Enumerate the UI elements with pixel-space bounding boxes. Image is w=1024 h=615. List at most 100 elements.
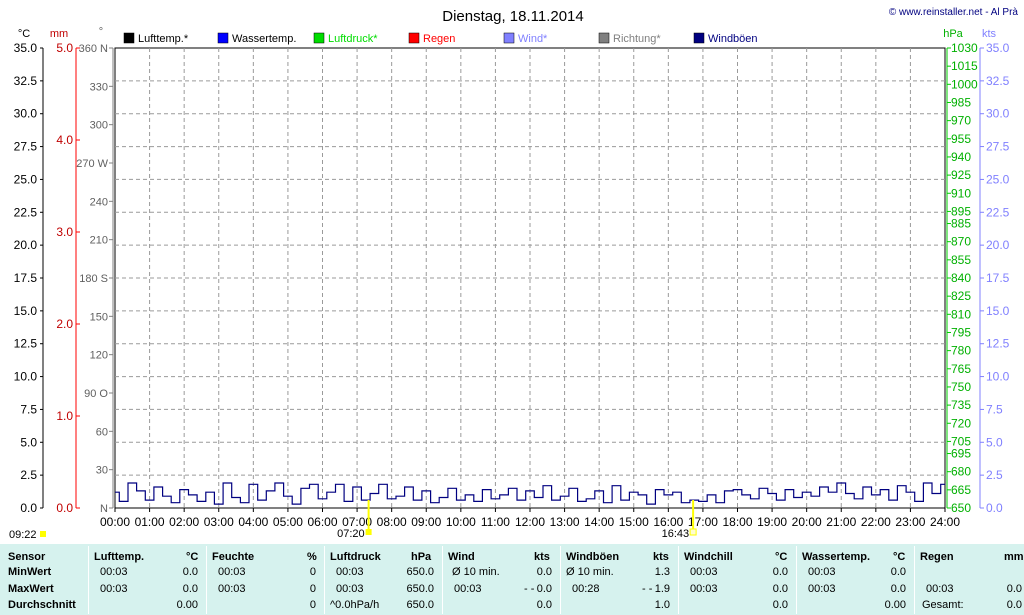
wind-max-dir: - - xyxy=(524,583,535,595)
windchill-avg: 0.0 xyxy=(772,599,788,611)
temp-tick-label: 20.0 xyxy=(14,238,38,252)
feuchte-max: 0 xyxy=(309,583,316,595)
pressure-tick-label: 925 xyxy=(951,168,971,182)
wind-tick-label: 2.5 xyxy=(986,468,1003,482)
wind-tick-label: 20.0 xyxy=(986,238,1010,252)
header-windboeen: Windböen xyxy=(566,551,620,563)
marker-label: 07:20 xyxy=(337,528,365,540)
time-tick-label: 21:00 xyxy=(826,515,856,529)
legend-label: Lufttemp.* xyxy=(138,33,189,45)
dir-tick-label: 270 W xyxy=(76,158,108,170)
wind-tick-label: 5.0 xyxy=(986,435,1003,449)
pressure-tick-label: 1015 xyxy=(951,59,978,73)
lufttemp-max-time: 00:03 xyxy=(100,583,128,595)
windboeen-max-dir: - - xyxy=(642,583,653,595)
time-tick-label: 04:00 xyxy=(238,515,268,529)
wind-tick-label: 7.5 xyxy=(986,402,1003,416)
wind-tick-label: 12.5 xyxy=(986,337,1010,351)
rain-unit-label: mm xyxy=(50,28,68,40)
pressure-tick-label: 840 xyxy=(951,271,971,285)
rain-tick-label: 3.0 xyxy=(56,225,73,239)
pressure-tick-label: 780 xyxy=(951,344,971,358)
pressure-tick-label: 750 xyxy=(951,380,971,394)
lufttemp-avg: 0.00 xyxy=(176,599,198,611)
wind-min-label: Ø 10 min. xyxy=(452,566,500,578)
rain-tick-label: 5.0 xyxy=(56,41,73,55)
wassertemp-max-time: 00:03 xyxy=(808,583,836,595)
legend-label: Wind* xyxy=(518,33,548,45)
windboeen-avg: 1.0 xyxy=(654,599,670,611)
dir-tick-label: 90 O xyxy=(84,388,108,400)
time-tick-label: 11:00 xyxy=(481,515,510,529)
wind-tick-label: 25.0 xyxy=(986,172,1010,186)
wind-max: 0.0 xyxy=(536,583,552,595)
wind-tick-label: 17.5 xyxy=(986,271,1010,285)
wind-tick-label: 15.0 xyxy=(986,304,1010,318)
legend-label: Luftdruck* xyxy=(328,33,378,45)
pressure-tick-label: 705 xyxy=(951,434,971,448)
legend-label: Wassertemp. xyxy=(232,33,296,45)
feuchte-min-time: 00:03 xyxy=(218,566,246,578)
wind-tick-label: 0.0 xyxy=(986,501,1003,515)
dir-tick-label: 180 S xyxy=(79,273,108,285)
temp-tick-label: 2.5 xyxy=(20,468,37,482)
dir-tick-label: N xyxy=(100,503,108,515)
regen-total-label: Gesamt: xyxy=(922,599,964,611)
marker-square xyxy=(40,531,46,537)
pressure-tick-label: 895 xyxy=(951,204,971,218)
row-label-max: MaxWert xyxy=(8,583,54,595)
header-regen: Regen xyxy=(920,551,954,563)
pressure-tick-label: 940 xyxy=(951,150,971,164)
time-tick-label: 00:00 xyxy=(100,515,130,529)
windboeen-min: 1.3 xyxy=(654,566,670,578)
pressure-unit-label: hPa xyxy=(943,28,963,40)
row-label-min: MinWert xyxy=(8,566,52,578)
time-tick-label: 17:00 xyxy=(688,515,718,529)
rain-tick-label: 0.0 xyxy=(56,501,73,515)
pressure-tick-label: 680 xyxy=(951,465,971,479)
wind-tick-label: 32.5 xyxy=(986,74,1010,88)
marker-label: 16:43 xyxy=(662,528,690,540)
pressure-tick-label: 955 xyxy=(951,132,971,146)
windboeen-min-label: Ø 10 min. xyxy=(566,566,614,578)
regen-max: 0.0 xyxy=(1006,583,1022,595)
time-tick-label: 03:00 xyxy=(204,515,234,529)
wind-tick-label: 22.5 xyxy=(986,205,1010,219)
legend-label: Regen xyxy=(423,33,455,45)
wind-avg: 0.0 xyxy=(536,599,552,611)
time-tick-label: 20:00 xyxy=(792,515,822,529)
wind-tick-label: 10.0 xyxy=(986,370,1010,384)
lufttemp-max: 0.0 xyxy=(182,583,198,595)
statistics-table: Sensor Lufttemp. °C Feuchte % Luftdruck … xyxy=(0,544,1024,615)
temp-tick-label: 35.0 xyxy=(14,41,38,55)
luftdruck-min: 650.0 xyxy=(406,566,434,578)
header-feuchte-unit: % xyxy=(307,551,317,563)
time-tick-label: 14:00 xyxy=(584,515,614,529)
wassertemp-min: 0.0 xyxy=(890,566,906,578)
temp-tick-label: 12.5 xyxy=(14,337,38,351)
grid xyxy=(114,47,946,509)
time-tick-label: 19:00 xyxy=(757,515,787,529)
wind-unit-label: kts xyxy=(982,28,997,40)
time-tick-label: 12:00 xyxy=(515,515,545,529)
legend: Lufttemp.* Wassertemp. Luftdruck* Regen Wind… xyxy=(123,32,758,45)
pressure-tick-label: 985 xyxy=(951,95,971,109)
legend-swatch xyxy=(217,32,229,44)
luftdruck-min-time: 00:03 xyxy=(336,566,364,578)
temp-tick-label: 22.5 xyxy=(14,205,38,219)
regen-total: 0.0 xyxy=(1006,599,1022,611)
weather-chart: Dienstag, 18.11.2014 © www.reinstaller.n… xyxy=(9,7,1019,541)
header-feuchte: Feuchte xyxy=(212,551,255,563)
pressure-tick-label: 855 xyxy=(951,253,971,267)
rain-tick-label: 1.0 xyxy=(56,409,73,423)
legend-label: Windböen xyxy=(708,33,758,45)
header-regen-unit: mm xyxy=(1004,551,1024,563)
pressure-tick-label: 970 xyxy=(951,114,971,128)
wind-tick-label: 27.5 xyxy=(986,140,1010,154)
time-tick-label: 05:00 xyxy=(273,515,303,529)
header-windboeen-unit: kts xyxy=(653,551,669,563)
copyright-text: © www.reinstaller.net - Al Prà xyxy=(889,7,1019,18)
temp-tick-label: 10.0 xyxy=(14,370,38,384)
wind-max-time: 00:03 xyxy=(454,583,482,595)
temp-tick-label: 25.0 xyxy=(14,172,38,186)
